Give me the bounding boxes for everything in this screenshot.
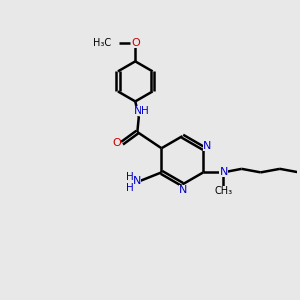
Text: N: N	[203, 141, 211, 151]
Text: H₃C: H₃C	[93, 38, 111, 47]
Text: H: H	[126, 183, 134, 193]
Text: CH₃: CH₃	[214, 186, 232, 196]
Text: O: O	[131, 38, 140, 47]
Text: N: N	[134, 106, 142, 116]
Text: H: H	[126, 172, 134, 182]
Text: N: N	[133, 176, 141, 186]
Text: N: N	[179, 185, 187, 195]
Text: O: O	[112, 138, 121, 148]
Text: H: H	[141, 106, 149, 116]
Text: N: N	[219, 167, 228, 177]
